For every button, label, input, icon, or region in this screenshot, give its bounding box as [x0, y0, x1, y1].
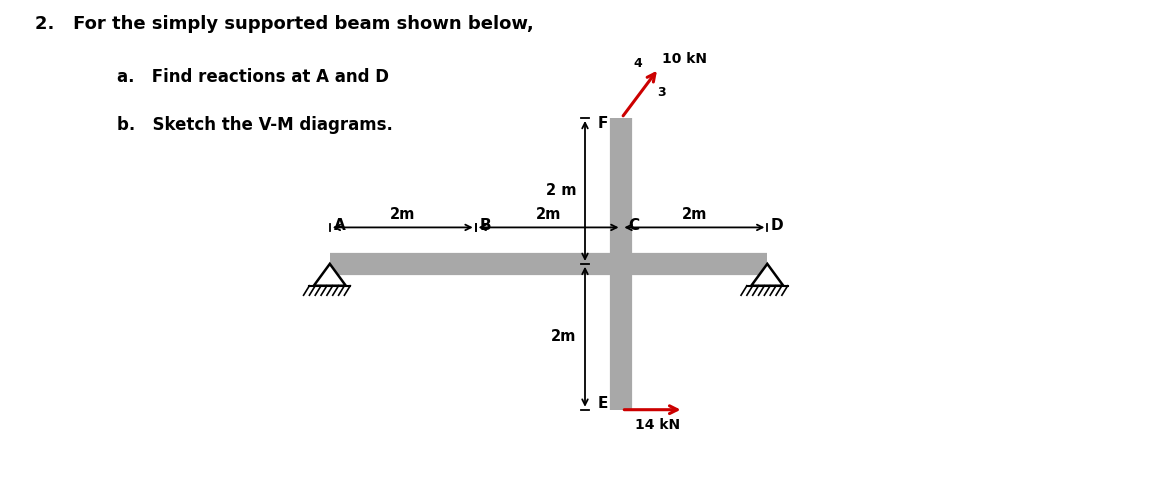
Text: b.   Sketch the V-M diagrams.: b. Sketch the V-M diagrams.	[117, 116, 393, 134]
Text: 14 kN: 14 kN	[634, 419, 680, 432]
Text: 2 m: 2 m	[545, 183, 577, 198]
Text: 4: 4	[633, 57, 642, 70]
Polygon shape	[314, 264, 346, 286]
Text: 10 kN: 10 kN	[661, 52, 707, 65]
Text: 3: 3	[656, 86, 666, 99]
Text: E: E	[598, 396, 608, 411]
Text: 2m: 2m	[536, 207, 562, 222]
Text: D: D	[771, 218, 784, 233]
Text: C: C	[628, 218, 640, 233]
Text: 2.   For the simply supported beam shown below,: 2. For the simply supported beam shown b…	[35, 15, 534, 32]
Polygon shape	[751, 264, 784, 286]
Text: A: A	[333, 218, 345, 233]
Text: 2m: 2m	[682, 207, 707, 222]
Text: F: F	[598, 116, 608, 131]
Text: a.   Find reactions at A and D: a. Find reactions at A and D	[117, 68, 388, 86]
Text: 2m: 2m	[551, 329, 577, 344]
Text: 2m: 2m	[390, 207, 415, 222]
Text: B: B	[480, 218, 491, 233]
